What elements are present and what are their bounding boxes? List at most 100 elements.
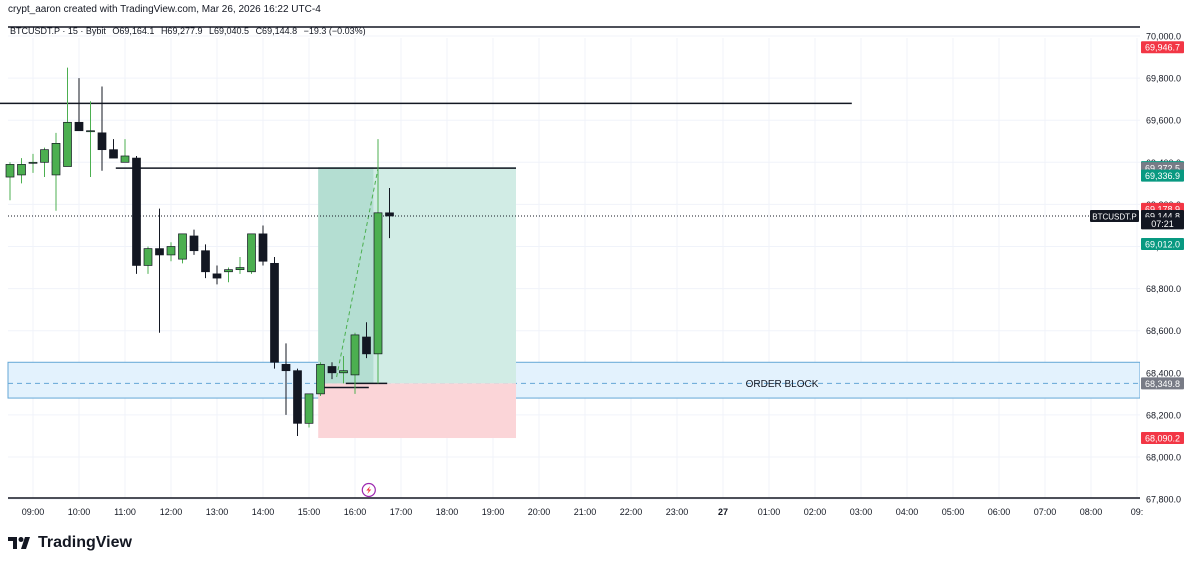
candle-body xyxy=(189,235,199,252)
price-label-tag xyxy=(1141,217,1184,230)
price-label-text: 69,144.8 xyxy=(1145,212,1180,222)
candle-body xyxy=(51,143,61,176)
x-tick-label: 15:00 xyxy=(298,507,321,517)
x-tick-label: 22:00 xyxy=(620,507,643,517)
candle xyxy=(120,139,130,163)
candle xyxy=(28,153,38,173)
price-label-text: 68,090.2 xyxy=(1145,434,1180,444)
candle xyxy=(385,187,394,239)
legend-change: −19.3 (−0.03%) xyxy=(303,26,366,36)
candle-body xyxy=(212,273,222,279)
y-tick-label: 68,600.0 xyxy=(1146,326,1181,336)
tradingview-logo-icon xyxy=(8,537,30,549)
candle-body xyxy=(327,366,337,374)
candle xyxy=(212,265,222,285)
candle xyxy=(316,362,325,396)
trade-path-line xyxy=(336,168,379,378)
candle xyxy=(247,233,256,274)
y-tick-label: 67,800.0 xyxy=(1146,495,1181,505)
price-axis-panel xyxy=(1140,27,1200,498)
candle xyxy=(5,162,15,201)
x-tick-label: 18:00 xyxy=(436,507,459,517)
candle-body xyxy=(166,246,176,256)
x-tick-label: 05:00 xyxy=(942,507,965,517)
candle-body xyxy=(304,393,314,424)
candle xyxy=(17,158,26,184)
x-tick-label: 19:00 xyxy=(482,507,505,517)
x-tick-label: 13:00 xyxy=(206,507,229,517)
candle-body xyxy=(235,267,245,271)
candle xyxy=(109,139,118,159)
x-tick-label: 03:00 xyxy=(850,507,873,517)
candle-body xyxy=(17,164,26,176)
candle-body xyxy=(339,370,348,374)
candle xyxy=(224,267,233,283)
candle-body xyxy=(224,269,233,273)
candle xyxy=(132,155,141,274)
candle xyxy=(270,257,279,369)
candle-body xyxy=(362,336,371,355)
candle-body xyxy=(63,121,72,167)
candle-body xyxy=(132,157,141,266)
legend-symbol[interactable]: BTCUSDT.P · 15 · Bybit xyxy=(10,26,106,36)
price-label-tag xyxy=(1141,237,1184,250)
price-label-text: 69,012.0 xyxy=(1145,239,1180,249)
candle xyxy=(51,132,61,211)
x-tick-label: 10:00 xyxy=(68,507,91,517)
lightning-icon xyxy=(366,486,372,494)
price-label-text: 07:21 xyxy=(1151,219,1174,229)
stop-zone xyxy=(318,383,516,439)
symbol-tag-bg xyxy=(1090,210,1139,223)
price-label-text: 68,349.8 xyxy=(1145,379,1180,389)
price-label-text: 69,178.9 xyxy=(1145,204,1180,214)
price-label-tag xyxy=(1141,169,1184,182)
y-tick-label: 70,000.0 xyxy=(1146,32,1181,42)
x-tick-label: 09:00 xyxy=(22,507,45,517)
candle-body xyxy=(178,233,187,260)
candle xyxy=(86,101,95,178)
y-tick-label: 68,400.0 xyxy=(1146,368,1181,378)
candle-body xyxy=(316,364,325,395)
y-tick-label: 69,600.0 xyxy=(1146,116,1181,126)
x-tick-label: 07:00 xyxy=(1034,507,1057,517)
candle-body xyxy=(5,164,15,178)
price-label-tag xyxy=(1141,432,1184,445)
legend-low: L69,040.5 xyxy=(209,26,250,36)
candle xyxy=(74,78,84,132)
price-label-text: 69,946.7 xyxy=(1145,43,1180,53)
x-tick-label: 11:00 xyxy=(114,507,136,517)
candle-body xyxy=(201,250,210,273)
candle xyxy=(189,229,199,255)
x-tick-label: 09: xyxy=(1131,507,1144,517)
candle xyxy=(166,242,176,262)
candle-body xyxy=(270,262,279,363)
candle-body xyxy=(86,130,95,133)
x-tick-label: 20:00 xyxy=(528,507,551,517)
candlestick-chart[interactable]: ORDER BLOCK70,000.069,800.069,600.069,40… xyxy=(0,0,1200,530)
candle xyxy=(304,393,314,428)
legend-open: O69,164.1 xyxy=(112,26,155,36)
x-tick-label: 23:00 xyxy=(666,507,689,517)
x-tick-label: 06:00 xyxy=(988,507,1011,517)
candle-body xyxy=(143,248,153,266)
y-tick-label: 68,800.0 xyxy=(1146,284,1181,294)
candle xyxy=(40,147,49,178)
candle-body xyxy=(97,132,107,151)
candle xyxy=(97,86,107,171)
candle xyxy=(143,246,153,274)
y-tick-label: 68,200.0 xyxy=(1146,410,1181,420)
tradingview-brand: TradingView xyxy=(8,534,132,552)
candle xyxy=(293,368,302,436)
candle xyxy=(350,332,360,394)
candle-body xyxy=(74,121,84,132)
legend-high: H69,277.9 xyxy=(160,26,203,36)
legend-close: C69,144.8 xyxy=(255,26,298,36)
y-tick-label: 69,800.0 xyxy=(1146,74,1181,84)
order-block-zone xyxy=(7,361,1141,399)
x-tick-label: 04:00 xyxy=(896,507,919,517)
price-label-tag xyxy=(1141,41,1184,54)
candle-body xyxy=(109,149,118,159)
x-tick-label: 14:00 xyxy=(252,507,275,517)
candle-body xyxy=(385,212,394,217)
order-block-label: ORDER BLOCK xyxy=(746,379,819,390)
